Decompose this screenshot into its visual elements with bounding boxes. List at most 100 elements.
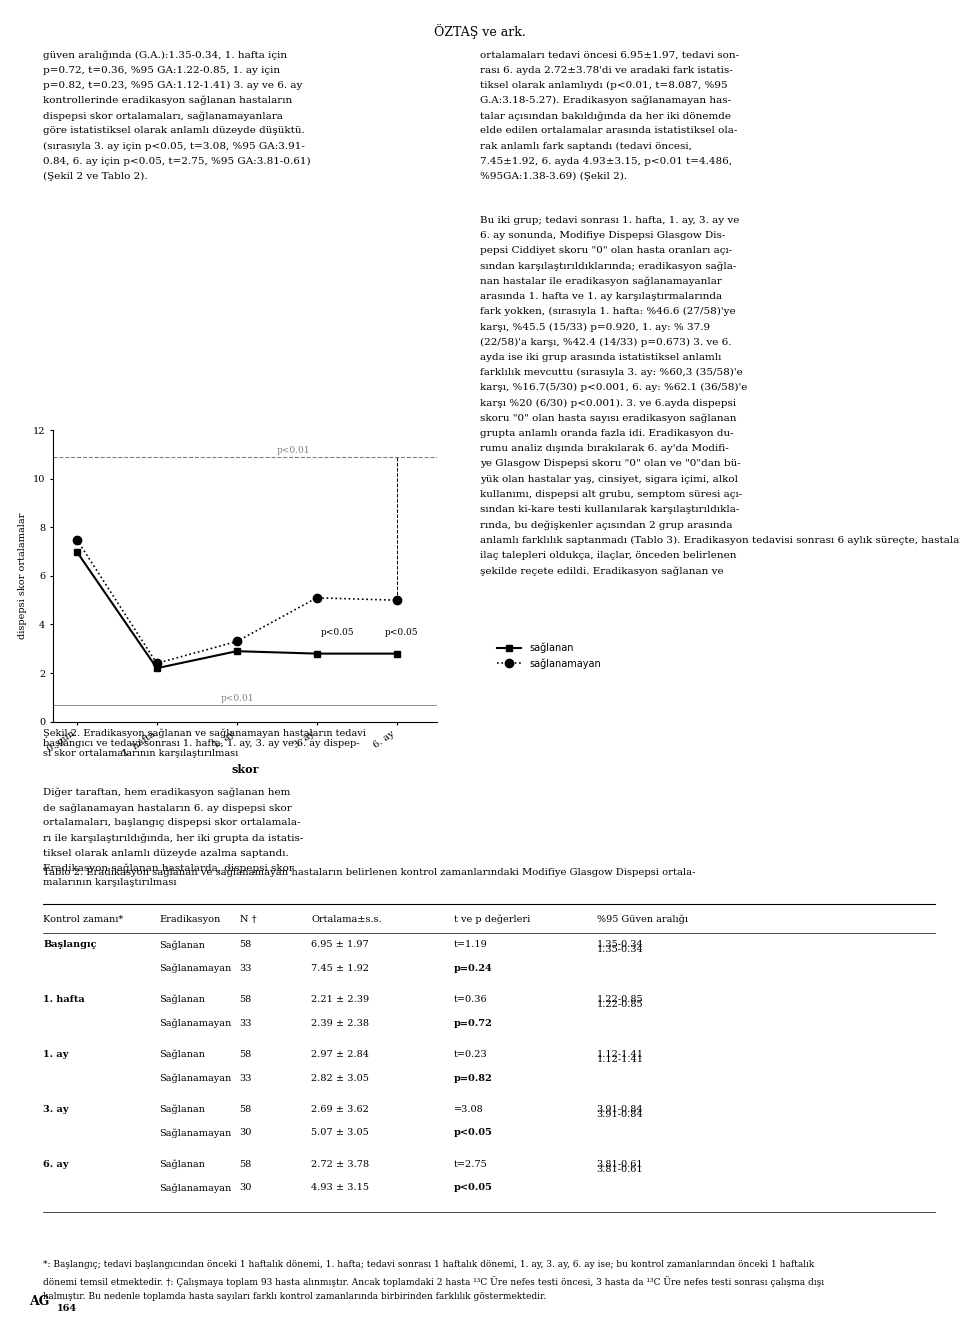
Text: arasında 1. hafta ve 1. ay karşılaştırmalarında: arasında 1. hafta ve 1. ay karşılaştırma… (480, 293, 722, 301)
Text: 2.72 ± 3.78: 2.72 ± 3.78 (311, 1160, 370, 1169)
Text: anlamlı farklılık saptanmadı (Tablo 3). Eradikasyon tedavisi sonrası 6 aylık sür: anlamlı farklılık saptanmadı (Tablo 3). … (480, 536, 960, 544)
Text: sından ki-kare testi kullanılarak karşılaştırıldıkla-: sından ki-kare testi kullanılarak karşıl… (480, 506, 739, 514)
Text: elde edilen ortalamalar arasında istatistiksel ola-: elde edilen ortalamalar arasında istatis… (480, 127, 737, 135)
Text: şekilde reçete edildi. Eradikasyon sağlanan ve: şekilde reçete edildi. Eradikasyon sağla… (480, 567, 724, 576)
Text: tiksel olarak anlamlıydı (p<0.01, t=8.087, %95: tiksel olarak anlamlıydı (p<0.01, t=8.08… (480, 81, 728, 90)
Text: 3.91-0.84: 3.91-0.84 (597, 1104, 643, 1113)
Text: N †: N † (240, 915, 256, 924)
Text: 3.81-0.61: 3.81-0.61 (597, 1160, 643, 1169)
Text: 1.12-1.41: 1.12-1.41 (597, 1055, 644, 1063)
Text: p<0.01: p<0.01 (276, 446, 310, 454)
Text: ye Glasgow Dispepsi skoru "0" olan ve "0"dan bü-: ye Glasgow Dispepsi skoru "0" olan ve "0… (480, 459, 741, 469)
Text: ortalamaları tedavi öncesi 6.95±1.97, tedavi son-: ortalamaları tedavi öncesi 6.95±1.97, te… (480, 50, 739, 60)
Text: pepsi Ciddiyet skoru "0" olan hasta oranları açı-: pepsi Ciddiyet skoru "0" olan hasta oran… (480, 246, 732, 256)
Text: farklılık mevcuttu (sırasıyla 3. ay: %60,3 (35/58)'e: farklılık mevcuttu (sırasıyla 3. ay: %60… (480, 368, 743, 377)
Text: p<0.01: p<0.01 (221, 694, 254, 703)
Text: Sağlanamayan: Sağlanamayan (159, 1128, 231, 1139)
Text: rı ile karşılaştırıldığında, her iki grupta da istatis-: rı ile karşılaştırıldığında, her iki gru… (43, 834, 303, 843)
Text: 6.95 ± 1.97: 6.95 ± 1.97 (311, 940, 369, 949)
Text: Ortalama±s.s.: Ortalama±s.s. (311, 915, 382, 924)
Text: =3.08: =3.08 (454, 1104, 484, 1113)
Text: ilaç talepleri oldukça, ilaçlar, önceden belirlenen: ilaç talepleri oldukça, ilaçlar, önceden… (480, 551, 736, 560)
Text: t=0.36: t=0.36 (454, 994, 488, 1004)
Text: ortalamaları, başlangıç dispepsi skor ortalamala-: ortalamaları, başlangıç dispepsi skor or… (43, 818, 300, 828)
Text: Sağlanan: Sağlanan (159, 1050, 205, 1059)
Text: 1. hafta: 1. hafta (43, 994, 84, 1004)
Text: Diğer taraftan, hem eradikasyon sağlanan hem: Diğer taraftan, hem eradikasyon sağlanan… (43, 788, 291, 797)
Text: t ve p değerleri: t ve p değerleri (454, 915, 530, 924)
Text: dispepsi skor ortalamaları, sağlanamayanlara: dispepsi skor ortalamaları, sağlanamayan… (43, 111, 283, 120)
Text: Eradikasyon: Eradikasyon (159, 915, 221, 924)
Text: 2.21 ± 2.39: 2.21 ± 2.39 (311, 994, 370, 1004)
Text: skoru "0" olan hasta sayısı eradikasyon sağlanan: skoru "0" olan hasta sayısı eradikasyon … (480, 413, 736, 424)
Text: Tablo 2. Eradikasyon sağlanan ve sağlanamayan hastaların belirlenen kontrol zama: Tablo 2. Eradikasyon sağlanan ve sağlana… (43, 867, 696, 887)
Text: 2.82 ± 3.05: 2.82 ± 3.05 (311, 1074, 369, 1083)
Text: Sağlanamayan: Sağlanamayan (159, 1074, 231, 1083)
Text: karşı %20 (6/30) p<0.001). 3. ve 6.ayda dispepsi: karşı %20 (6/30) p<0.001). 3. ve 6.ayda … (480, 399, 736, 408)
Text: Sağlanamayan: Sağlanamayan (159, 1018, 231, 1029)
Text: 1. ay: 1. ay (43, 1050, 68, 1059)
Text: AG: AG (29, 1295, 49, 1308)
Text: rası 6. ayda 2.72±3.78'di ve aradaki fark istatis-: rası 6. ayda 2.72±3.78'di ve aradaki far… (480, 65, 732, 74)
Y-axis label: dispepsi skor ortalamalar: dispepsi skor ortalamalar (18, 512, 27, 639)
Text: fark yokken, (sırasıyla 1. hafta: %46.6 (27/58)'ye: fark yokken, (sırasıyla 1. hafta: %46.6 … (480, 307, 735, 316)
Text: nan hastalar ile eradikasyon sağlanamayanlar: nan hastalar ile eradikasyon sağlanamaya… (480, 277, 722, 286)
Text: p<0.05: p<0.05 (385, 628, 419, 637)
Text: (sırasıyla 3. ay için p<0.05, t=3.08, %95 GA:3.91-: (sırasıyla 3. ay için p<0.05, t=3.08, %9… (43, 142, 305, 151)
Text: 6. ay sonunda, Modifiye Dispepsi Glasgow Dis-: 6. ay sonunda, Modifiye Dispepsi Glasgow… (480, 230, 726, 240)
Text: 58: 58 (240, 994, 252, 1004)
Text: dönemi temsil etmektedir. †: Çalışmaya toplam 93 hasta alınmıştır. Ancak toplamd: dönemi temsil etmektedir. †: Çalışmaya t… (43, 1276, 825, 1287)
Text: Eradikasyon sağlanan hastalarda, dispepsi skor: Eradikasyon sağlanan hastalarda, dispeps… (43, 863, 294, 874)
Text: *: Başlangıç; tedavi başlangıcından önceki 1 haftalık dönemi, 1. hafta; tedavi s: *: Başlangıç; tedavi başlangıcından önce… (43, 1260, 814, 1270)
Text: Şekil 2. Eradikasyon sağlanan ve sağlanamayan hastaların tedavi
başlangıcı ve te: Şekil 2. Eradikasyon sağlanan ve sağlana… (43, 728, 366, 759)
Text: 2.39 ± 2.38: 2.39 ± 2.38 (311, 1018, 369, 1027)
Text: G.A:3.18-5.27). Eradikasyon sağlanamayan has-: G.A:3.18-5.27). Eradikasyon sağlanamayan… (480, 97, 732, 106)
Text: 5.07 ± 3.05: 5.07 ± 3.05 (311, 1128, 369, 1137)
Text: Sağlanan: Sağlanan (159, 994, 205, 1005)
Text: Sağlanan: Sağlanan (159, 1104, 205, 1113)
Text: Sağlanan: Sağlanan (159, 1160, 205, 1169)
Text: p=0.82: p=0.82 (454, 1074, 492, 1083)
Text: 7.45±1.92, 6. ayda 4.93±3.15, p<0.01 t=4.486,: 7.45±1.92, 6. ayda 4.93±3.15, p<0.01 t=4… (480, 158, 732, 166)
Text: 1.35-0.34: 1.35-0.34 (597, 940, 643, 949)
Text: t=0.23: t=0.23 (454, 1050, 488, 1059)
Text: 30: 30 (240, 1184, 252, 1193)
Text: 1.35-0.34: 1.35-0.34 (597, 945, 643, 955)
Text: tiksel olarak anlamlı düzeyde azalma saptandı.: tiksel olarak anlamlı düzeyde azalma sap… (43, 849, 289, 858)
Text: rak anlamlı fark saptandı (tedavi öncesi,: rak anlamlı fark saptandı (tedavi öncesi… (480, 142, 692, 151)
Text: p<0.05: p<0.05 (454, 1184, 492, 1193)
Text: sından karşılaştırıldıklarında; eradikasyon sağla-: sından karşılaştırıldıklarında; eradikas… (480, 262, 736, 271)
Text: rumu analiz dışında bırakılarak 6. ay'da Modifi-: rumu analiz dışında bırakılarak 6. ay'da… (480, 445, 729, 453)
Text: ayda ise iki grup arasında istatistiksel anlamlı: ayda ise iki grup arasında istatistiksel… (480, 354, 721, 361)
Text: 33: 33 (240, 964, 252, 973)
Text: Sağlanamayan: Sağlanamayan (159, 1184, 231, 1193)
Text: p=0.72, t=0.36, %95 GA:1.22-0.85, 1. ay için: p=0.72, t=0.36, %95 GA:1.22-0.85, 1. ay … (43, 65, 280, 74)
Text: 6. ay: 6. ay (43, 1160, 69, 1169)
Text: %95 Güven aralığı: %95 Güven aralığı (597, 915, 687, 924)
Text: talar açısından bakıldığında da her iki dönemde: talar açısından bakıldığında da her iki … (480, 111, 731, 120)
Legend: sağlanan, sağlanamayan: sağlanan, sağlanamayan (493, 639, 605, 673)
Text: rında, bu değişkenler açısından 2 grup arasında: rında, bu değişkenler açısından 2 grup a… (480, 520, 732, 530)
Text: 2.69 ± 3.62: 2.69 ± 3.62 (311, 1104, 369, 1113)
Text: 3.91-0.84: 3.91-0.84 (597, 1110, 643, 1119)
Text: p=0.82, t=0.23, %95 GA:1.12-1.41) 3. ay ve 6. ay: p=0.82, t=0.23, %95 GA:1.12-1.41) 3. ay … (43, 81, 302, 90)
Text: 0.84, 6. ay için p<0.05, t=2.75, %95 GA:3.81-0.61): 0.84, 6. ay için p<0.05, t=2.75, %95 GA:… (43, 158, 311, 166)
Text: 1.12-1.41: 1.12-1.41 (597, 1050, 644, 1059)
Text: Sağlanamayan: Sağlanamayan (159, 964, 231, 973)
Text: 3. ay: 3. ay (43, 1104, 69, 1113)
Text: p=0.72: p=0.72 (454, 1018, 492, 1027)
Text: 58: 58 (240, 1050, 252, 1059)
Text: Kontrol zamanı*: Kontrol zamanı* (43, 915, 124, 924)
Text: 58: 58 (240, 1160, 252, 1169)
Text: yük olan hastalar yaş, cinsiyet, sigara içimi, alkol: yük olan hastalar yaş, cinsiyet, sigara … (480, 475, 738, 483)
Text: karşı, %16.7(5/30) p<0.001, 6. ay: %62.1 (36/58)'e: karşı, %16.7(5/30) p<0.001, 6. ay: %62.1… (480, 384, 748, 392)
Text: kullanımı, dispepsi alt grubu, semptom süresi açı-: kullanımı, dispepsi alt grubu, semptom s… (480, 490, 742, 499)
Text: Sağlanan: Sağlanan (159, 940, 205, 949)
Text: 2.97 ± 2.84: 2.97 ± 2.84 (311, 1050, 369, 1059)
Text: 1.22-0.85: 1.22-0.85 (597, 1000, 643, 1009)
Text: (Şekil 2 ve Tablo 2).: (Şekil 2 ve Tablo 2). (43, 172, 148, 181)
Text: (22/58)'a karşı, %42.4 (14/33) p=0.673) 3. ve 6.: (22/58)'a karşı, %42.4 (14/33) p=0.673) … (480, 338, 732, 347)
Text: 1.22-0.85: 1.22-0.85 (597, 994, 643, 1004)
Text: t=2.75: t=2.75 (454, 1160, 488, 1169)
Text: kontrollerinde eradikasyon sağlanan hastaların: kontrollerinde eradikasyon sağlanan hast… (43, 97, 293, 106)
